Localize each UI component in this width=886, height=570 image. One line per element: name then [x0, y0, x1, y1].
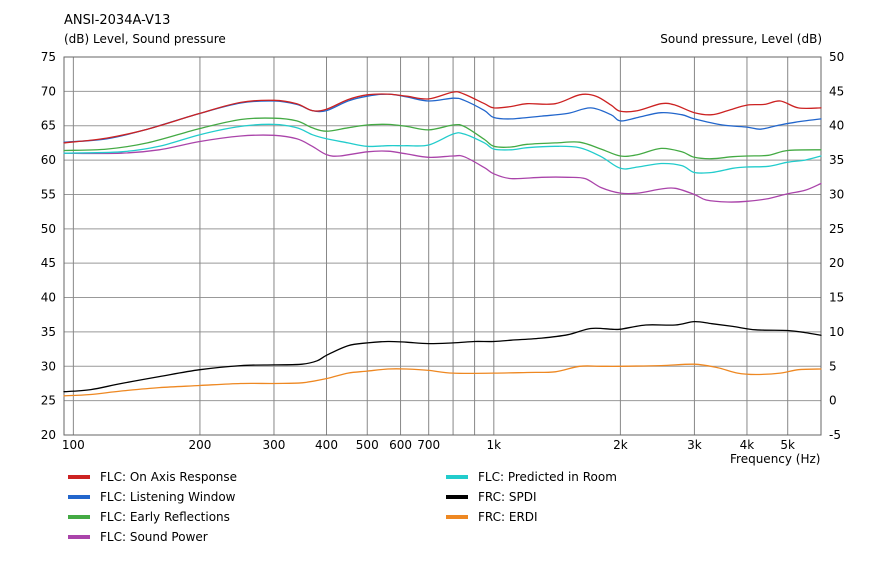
x-tick-label: 200	[188, 438, 211, 452]
x-tick-label: 5k	[780, 438, 795, 452]
y-tick-label-left: 25	[41, 394, 56, 408]
y-tick-label-left: 40	[41, 291, 56, 305]
x-tick-label: 100	[62, 438, 85, 452]
chart-title: ANSI-2034A-V13	[64, 13, 171, 28]
series-line-flc-sound-power	[63, 134, 822, 203]
y-tick-label-left: 65	[41, 119, 56, 133]
y-tick-label-left: 35	[41, 325, 56, 339]
y-tick-label-left: 60	[41, 153, 56, 167]
y-tick-label-right: -5	[829, 428, 841, 442]
series-line-flc-early-reflections	[63, 117, 822, 160]
y-tick-label-right: 40	[829, 119, 844, 133]
plot-frame	[63, 56, 822, 436]
y-tick-label-right: 20	[829, 256, 844, 270]
x-axis-label: Frequency (Hz)	[730, 452, 821, 466]
y-tick-label-right: 45	[829, 84, 844, 98]
y-tick-label-right: 35	[829, 153, 844, 167]
series-line-flc-predicted-in-room	[63, 123, 822, 174]
y-tick-label-left: 20	[41, 428, 56, 442]
y-tick-label-left: 50	[41, 222, 56, 236]
x-tick-label: 2k	[613, 438, 628, 452]
y-tick-label-right: 25	[829, 222, 844, 236]
y-tick-label-right: 15	[829, 291, 844, 305]
y-tick-label-left: 55	[41, 187, 56, 201]
y-tick-label-left: 45	[41, 256, 56, 270]
y-tick-label-left: 30	[41, 359, 56, 373]
y-tick-label-left: 75	[41, 50, 56, 64]
series-line-frc-erdi	[63, 363, 822, 397]
x-tick-label: 700	[417, 438, 440, 452]
y-tick-label-right: 5	[829, 359, 837, 373]
x-tick-label: 1k	[487, 438, 502, 452]
x-tick-label: 4k	[740, 438, 755, 452]
y-tick-label-right: 50	[829, 50, 844, 64]
y-axis-label-right: Sound pressure, Level (dB)	[660, 32, 822, 46]
y-tick-label-left: 70	[41, 84, 56, 98]
series-line-frc-spdi	[63, 320, 822, 393]
x-tick-label: 3k	[687, 438, 702, 452]
y-axis-label-left: (dB) Level, Sound pressure	[64, 32, 226, 46]
y-tick-label-right: 0	[829, 394, 837, 408]
x-tick-label: 400	[315, 438, 338, 452]
y-tick-label-right: 10	[829, 325, 844, 339]
x-tick-label: 300	[263, 438, 286, 452]
x-tick-label: 500	[356, 438, 379, 452]
x-tick-label: 600	[389, 438, 412, 452]
series-line-flc-on-axis-response	[63, 91, 822, 144]
y-tick-label-right: 30	[829, 187, 844, 201]
series-line-flc-listening-window	[63, 93, 822, 143]
